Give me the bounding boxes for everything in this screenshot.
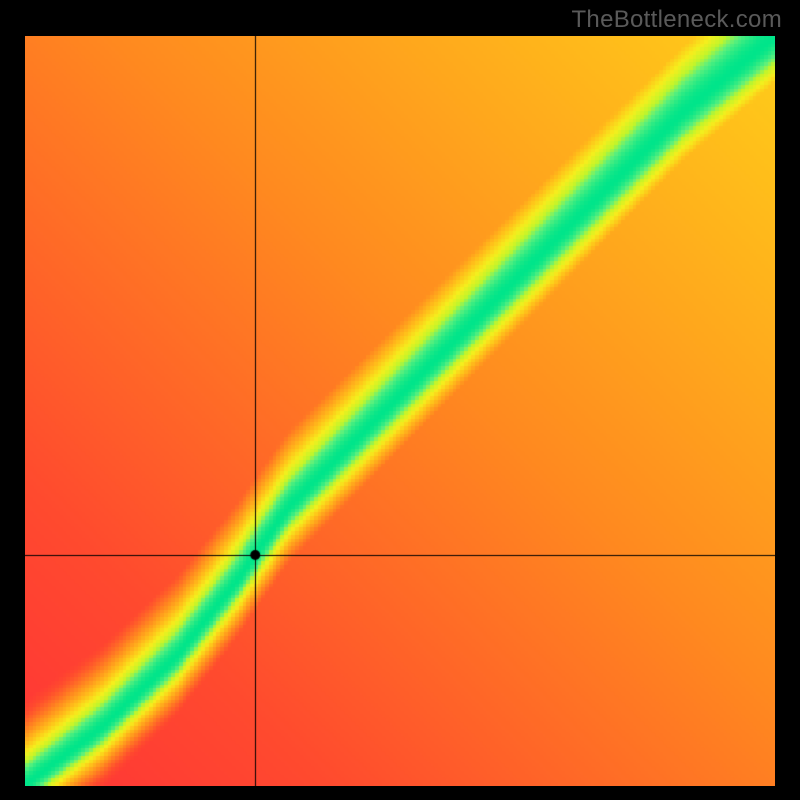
crosshair-overlay — [25, 36, 775, 786]
figure-container: TheBottleneck.com — [0, 0, 800, 800]
watermark-text: TheBottleneck.com — [571, 6, 782, 34]
